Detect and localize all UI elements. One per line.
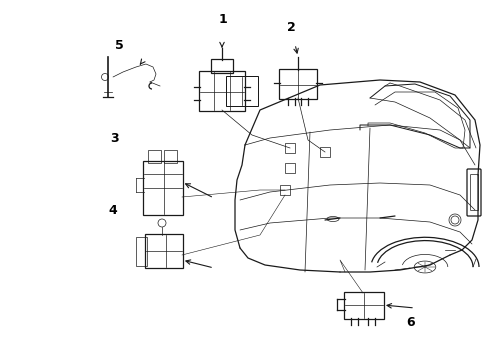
- Text: 2: 2: [286, 21, 295, 33]
- Text: 3: 3: [110, 132, 119, 145]
- Text: 6: 6: [406, 316, 414, 329]
- Text: 5: 5: [115, 39, 124, 51]
- Text: 1: 1: [218, 13, 226, 26]
- Text: 4: 4: [108, 204, 117, 217]
